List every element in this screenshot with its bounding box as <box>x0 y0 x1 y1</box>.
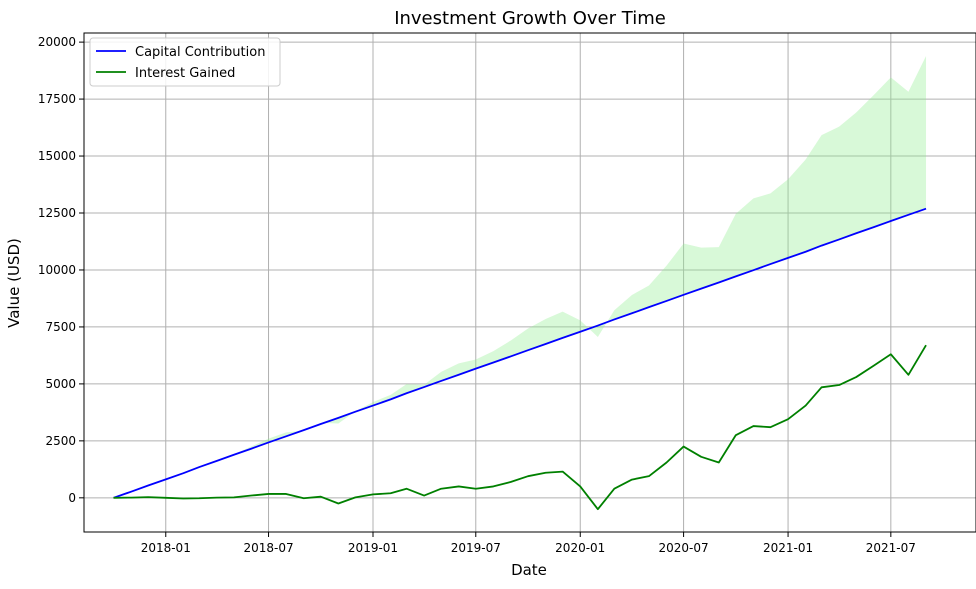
y-tick-label: 15000 <box>38 149 76 163</box>
y-tick-label: 0 <box>68 491 76 505</box>
legend-label-capital-contribution: Capital Contribution <box>135 45 265 60</box>
x-tick-label: 2021-01 <box>763 541 813 555</box>
x-tick-label: 2018-01 <box>141 541 191 555</box>
series <box>113 207 927 511</box>
y-tick-label: 2500 <box>45 434 76 448</box>
y-tick-label: 10000 <box>38 263 76 277</box>
y-tick-label: 20000 <box>38 35 76 49</box>
chart-title: Investment Growth Over Time <box>394 8 666 29</box>
legend: Capital Contribution Interest Gained <box>89 37 281 87</box>
x-tick-label: 2020-01 <box>555 541 605 555</box>
y-tick-label: 5000 <box>45 377 76 391</box>
x-tick-label: 2021-07 <box>866 541 916 555</box>
x-tick-label: 2019-07 <box>451 541 501 555</box>
plot-frame <box>83 32 976 533</box>
y-axis: 0 2500 5000 7500 10000 12500 15000 17500 20000 <box>38 35 84 505</box>
x-tick-label: 2020-07 <box>659 541 709 555</box>
grid <box>84 33 976 532</box>
y-tick-label: 17500 <box>38 92 76 106</box>
series-line-capital-contribution <box>113 207 927 499</box>
legend-box <box>89 37 281 87</box>
x-tick-label: 2019-01 <box>348 541 398 555</box>
y-tick-label: 7500 <box>45 320 76 334</box>
x-tick-label: 2018-07 <box>243 541 293 555</box>
y-axis-label: Value (USD) <box>5 238 23 328</box>
y-tick-label: 12500 <box>38 206 76 220</box>
legend-label-interest-gained: Interest Gained <box>135 66 235 81</box>
x-axis-label: Date <box>511 561 547 579</box>
series-line-interest-gained <box>113 344 927 511</box>
x-axis: 2018-01 2018-07 2019-01 2019-07 2020-01 2020-… <box>141 532 916 555</box>
